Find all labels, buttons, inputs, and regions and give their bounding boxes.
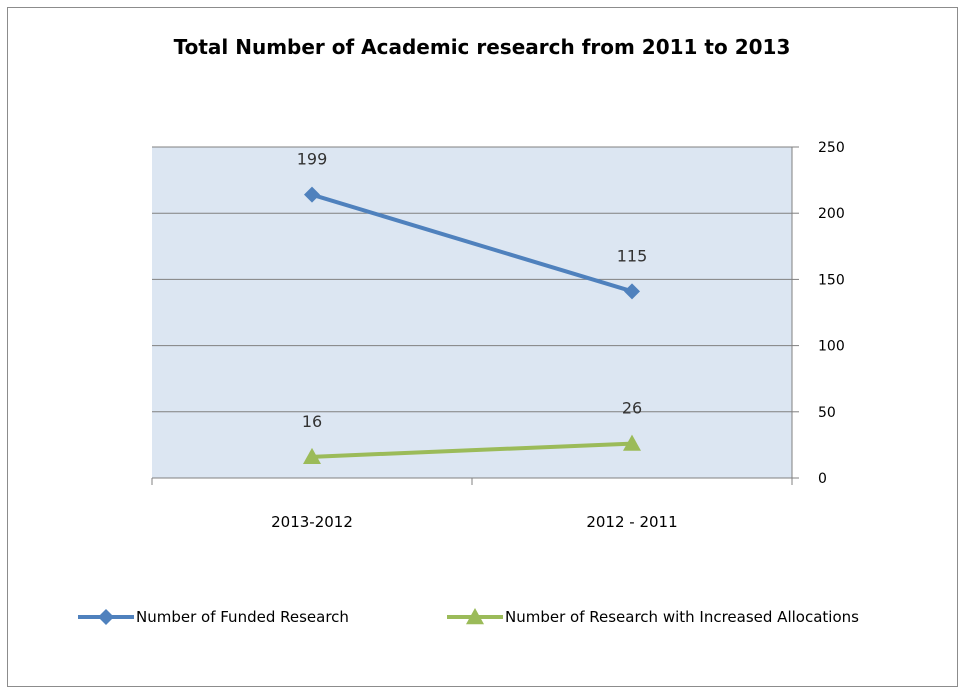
data-label: 199	[297, 150, 328, 169]
legend-marker-2	[466, 608, 484, 625]
x-tick-label: 2012 - 2011	[586, 513, 677, 531]
x-tick-label: 2013-2012	[271, 513, 353, 531]
y-tick-label: 50	[818, 405, 836, 421]
chart-title: Total Number of Academic research from 2…	[174, 35, 791, 59]
y-tick-label: 200	[818, 206, 845, 222]
data-labels: 199 115 16 26	[297, 150, 648, 431]
data-label: 16	[302, 412, 322, 431]
legend-marker-1	[98, 609, 114, 625]
axes: 0 50 100 150 200 250 2013-2012 2012 - 2011	[151, 140, 845, 531]
grid-lines	[152, 146, 792, 413]
series-2-point	[623, 434, 641, 451]
plot-area	[152, 147, 792, 478]
legend: Number of Funded Research Number of Resea…	[78, 608, 859, 626]
y-tick-label: 150	[818, 272, 845, 288]
legend-label-1: Number of Funded Research	[136, 608, 349, 626]
series-line-1	[311, 192, 633, 294]
y-tick-label: 250	[818, 140, 845, 156]
series-2-point	[303, 447, 321, 465]
series-1-point	[304, 186, 320, 203]
series-line-2	[311, 441, 633, 459]
legend-label-2: Number of Research with Increased Alloca…	[505, 608, 859, 626]
data-label: 115	[617, 246, 648, 265]
series-1-point	[624, 283, 640, 300]
y-tick-label: 0	[818, 471, 827, 487]
y-tick-label: 100	[818, 339, 845, 355]
data-label: 26	[622, 399, 642, 418]
series-layer	[303, 186, 641, 465]
